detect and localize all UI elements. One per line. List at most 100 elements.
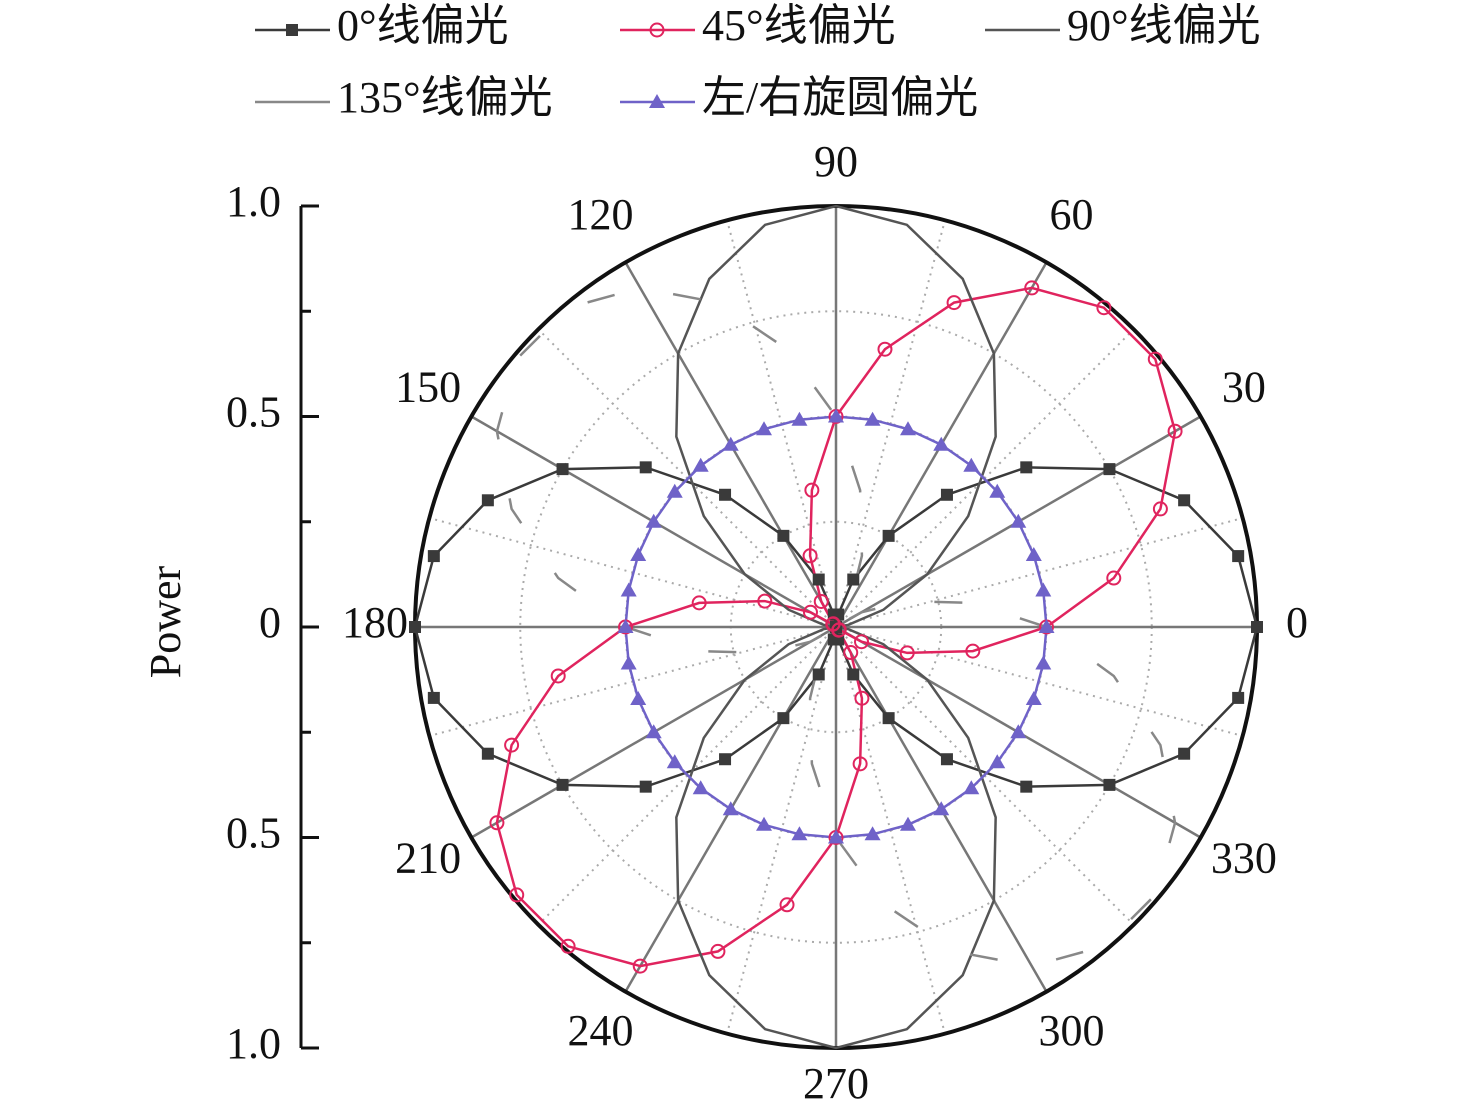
- data-point: [1106, 570, 1122, 586]
- data-point: [556, 463, 569, 476]
- legend-label: 45°线偏光: [702, 1, 896, 50]
- data-point: [791, 826, 808, 841]
- data-point: [854, 634, 870, 650]
- data-point: [899, 421, 916, 436]
- data-point: [831, 622, 847, 638]
- data-point: [504, 737, 520, 753]
- r-tick-label: 0: [259, 598, 281, 647]
- theta-tick-label: 150: [395, 363, 461, 412]
- data-point: [946, 295, 962, 311]
- data-point: [556, 778, 569, 791]
- data-point: [1025, 690, 1042, 705]
- data-point: [1152, 501, 1168, 517]
- data-point: [632, 958, 648, 974]
- data-point: [813, 593, 829, 609]
- data-point: [989, 483, 1006, 498]
- data-point: [804, 482, 820, 498]
- theta-tick-label: 60: [1050, 190, 1094, 239]
- data-point: [639, 780, 652, 793]
- theta-tick-label: 30: [1222, 363, 1266, 412]
- theta-tick-label: 180: [342, 598, 408, 647]
- data-point: [692, 780, 709, 795]
- data-point: [1010, 724, 1027, 739]
- data-point: [989, 754, 1006, 769]
- data-point: [757, 593, 773, 609]
- data-point: [722, 436, 739, 451]
- data-point: [722, 801, 739, 816]
- data-point: [828, 829, 844, 844]
- data-point: [1232, 550, 1245, 563]
- legend-label: 左/右旋圆偏光: [702, 73, 978, 122]
- data-point: [1096, 300, 1112, 316]
- data-point: [843, 645, 859, 661]
- data-point: [560, 938, 576, 954]
- data-point: [1232, 691, 1245, 704]
- data-point: [791, 411, 808, 426]
- theta-tick-label: 300: [1039, 1006, 1105, 1055]
- data-point: [1035, 655, 1052, 670]
- data-point: [427, 691, 440, 704]
- data-point: [882, 529, 895, 542]
- data-point: [940, 753, 953, 766]
- r-tick-label: 1.0: [226, 177, 281, 226]
- data-point: [719, 488, 732, 501]
- data-point: [617, 619, 634, 633]
- data-point: [1025, 547, 1042, 562]
- data-point: [802, 604, 818, 620]
- legend-label: 135°线偏光: [337, 73, 553, 122]
- theta-tick-label: 120: [568, 190, 634, 239]
- data-point: [666, 483, 683, 498]
- data-point: [481, 494, 494, 507]
- data-point: [1251, 621, 1263, 633]
- data-point: [427, 550, 440, 563]
- data-point: [965, 643, 981, 659]
- r-tick-label: 0.5: [226, 388, 281, 437]
- data-point: [639, 461, 652, 474]
- data-point: [481, 747, 494, 760]
- data-point: [899, 816, 916, 831]
- legend-marker: [649, 94, 665, 108]
- data-point: [847, 668, 860, 681]
- legend-marker: [286, 24, 298, 36]
- data-point: [933, 801, 950, 816]
- y-axis-label: Power: [141, 565, 190, 678]
- theta-tick-label: 0: [1286, 598, 1308, 647]
- data-point: [882, 712, 895, 725]
- data-point: [812, 668, 825, 681]
- data-point: [630, 690, 647, 705]
- legend-marker: [649, 22, 665, 38]
- data-point: [620, 582, 637, 597]
- data-point: [852, 756, 868, 772]
- data-point: [1020, 461, 1033, 474]
- data-point: [1167, 423, 1183, 439]
- data-point: [779, 897, 795, 913]
- theta-tick-label: 330: [1211, 834, 1277, 883]
- legend-label: 0°线偏光: [337, 1, 509, 50]
- data-point: [1035, 582, 1052, 597]
- theta-tick-label: 240: [568, 1006, 634, 1055]
- theta-tick-label: 210: [395, 834, 461, 883]
- data-point: [630, 547, 647, 562]
- data-point: [1178, 494, 1191, 507]
- data-point: [864, 411, 881, 426]
- data-point: [645, 724, 662, 739]
- theta-tick-label: 90: [814, 137, 858, 186]
- data-point: [1020, 780, 1033, 793]
- data-point: [692, 457, 709, 472]
- data-point: [802, 548, 818, 564]
- data-point: [1024, 280, 1040, 296]
- data-point: [1038, 619, 1055, 633]
- legend-label: 90°线偏光: [1067, 1, 1261, 50]
- data-point: [756, 816, 773, 831]
- data-point: [1147, 351, 1163, 367]
- data-point: [812, 573, 825, 586]
- data-point: [777, 529, 790, 542]
- data-point: [963, 457, 980, 472]
- data-point: [877, 341, 893, 357]
- data-point: [550, 668, 566, 684]
- data-point: [509, 887, 525, 903]
- data-point: [1103, 778, 1116, 791]
- data-point: [409, 621, 421, 633]
- data-point: [854, 690, 870, 706]
